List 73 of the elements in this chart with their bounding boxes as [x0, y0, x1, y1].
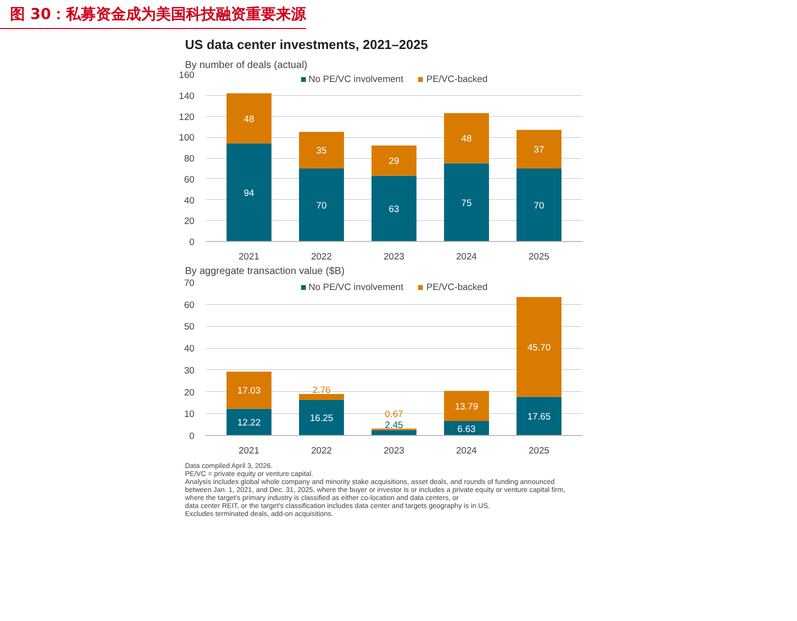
y-tick-label: 80 — [184, 154, 195, 164]
y-tick-label: 20 — [184, 387, 195, 398]
data-label: 12.22 — [237, 418, 261, 428]
data-label: 0.67 — [384, 408, 404, 419]
bar — [299, 132, 344, 168]
data-label: 17.03 — [237, 386, 261, 396]
data-label: 75 — [461, 198, 472, 208]
x-tick-label: 2022 — [311, 252, 332, 262]
chart-title: By aggregate transaction value ($B) — [185, 265, 345, 279]
data-label: 17.65 — [527, 412, 551, 422]
chart-title: 图 30：私募资金成为美国科技融资重要来源 — [0, 0, 306, 30]
data-label: 29 — [388, 156, 400, 166]
bar — [444, 390, 489, 422]
data-label: 48 — [244, 114, 254, 124]
data-label: 16.25 — [310, 413, 334, 424]
bar — [299, 394, 344, 400]
x-tick-label: 2024 — [456, 446, 477, 456]
legend-label: No PE/VC involvement — [308, 74, 404, 84]
data-label: 70 — [316, 200, 327, 210]
y-tick-label: 140 — [178, 90, 195, 101]
y-tick-label: 60 — [184, 174, 195, 184]
y-tick-label: 160 — [178, 70, 195, 80]
y-tick-label: 30 — [184, 365, 195, 376]
x-tick-label: 2021 — [238, 252, 260, 262]
x-tick-label: 2025 — [528, 446, 550, 456]
x-tick-label: 2024 — [456, 252, 477, 262]
bar — [516, 396, 562, 436]
bar — [516, 297, 562, 397]
x-tick-label: 2025 — [528, 252, 550, 262]
bar — [226, 93, 272, 144]
y-tick-label: 40 — [184, 195, 195, 206]
legend-label: PE/VC-backed — [426, 282, 488, 292]
data-label: 94 — [244, 188, 254, 198]
x-tick-label: 2021 — [238, 446, 260, 456]
y-tick-label: 0 — [189, 237, 195, 247]
data-label: 2.45 — [384, 420, 404, 430]
data-label: 6.63 — [457, 424, 476, 434]
data-label: 63 — [388, 204, 400, 214]
y-tick-label: 40 — [184, 344, 195, 354]
data-label: 2.76 — [312, 385, 331, 396]
data-label: 45.70 — [527, 342, 551, 352]
bar — [372, 145, 416, 176]
data-label: 48 — [461, 134, 472, 144]
data-label: 70 — [534, 200, 544, 210]
chart-subtitle: US data center investments, 2021–2025 — [185, 36, 428, 54]
y-tick-label: 10 — [184, 409, 195, 420]
x-tick-label: 2022 — [311, 446, 332, 456]
bar — [516, 168, 562, 242]
bar — [444, 113, 489, 164]
y-tick-label: 0 — [189, 431, 195, 441]
y-tick-label: 60 — [184, 300, 195, 310]
bar — [299, 400, 344, 436]
bar — [372, 430, 416, 436]
x-tick-label: 2023 — [384, 446, 404, 456]
text: By number of deals (actual) — [185, 59, 308, 72]
y-tick-label: 50 — [184, 322, 195, 332]
bar — [226, 143, 272, 242]
legend-label: No PE/VC involvement — [308, 282, 404, 292]
x-tick-label: 2023 — [384, 252, 404, 262]
bar — [226, 408, 272, 436]
y-tick-label: 70 — [184, 278, 195, 288]
legend-label: PE/VC-backed — [426, 74, 488, 84]
data-label: 13.79 — [454, 401, 478, 412]
y-tick-label: 20 — [184, 216, 195, 226]
y-tick-label: 100 — [178, 132, 195, 143]
bar — [516, 130, 562, 168]
bar — [299, 168, 344, 242]
bar — [226, 372, 272, 409]
bar — [444, 163, 489, 242]
data-label: 37 — [534, 144, 544, 155]
data-label: 35 — [316, 146, 327, 156]
bar — [372, 176, 416, 242]
y-tick-label: 120 — [178, 112, 195, 122]
